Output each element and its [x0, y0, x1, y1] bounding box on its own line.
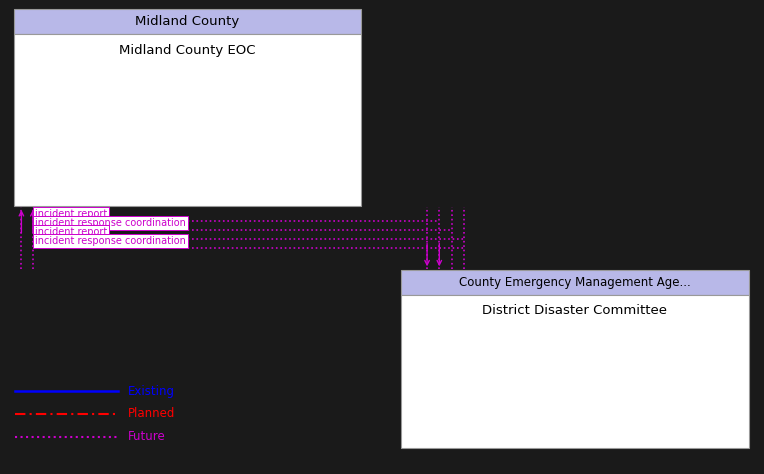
Text: incident report: incident report — [35, 209, 108, 219]
Bar — [401, 270, 749, 295]
Text: incident report: incident report — [35, 227, 108, 237]
Text: incident response coordination: incident response coordination — [35, 236, 186, 246]
Text: incident response coordination: incident response coordination — [35, 218, 186, 228]
Text: Future: Future — [128, 430, 165, 443]
Text: Midland County: Midland County — [135, 15, 240, 28]
Text: County Emergency Management Age...: County Emergency Management Age... — [459, 276, 691, 289]
Text: Planned: Planned — [128, 407, 175, 420]
Bar — [401, 295, 749, 448]
Bar — [14, 9, 361, 34]
Text: Midland County EOC: Midland County EOC — [119, 44, 256, 56]
Text: District Disaster Committee: District Disaster Committee — [482, 304, 668, 317]
Bar — [14, 34, 361, 206]
Text: Existing: Existing — [128, 384, 175, 398]
